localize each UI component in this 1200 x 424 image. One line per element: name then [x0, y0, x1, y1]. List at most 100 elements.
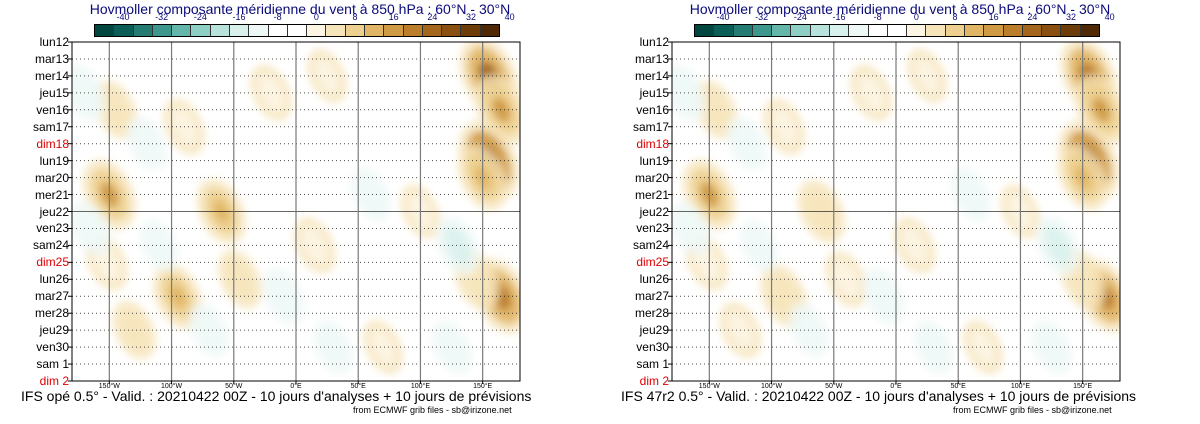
longitude-tick-label: 50°W — [225, 383, 243, 390]
colorbar-swatch — [402, 25, 422, 36]
date-tick-label: sam17 — [632, 119, 669, 134]
colorbar-swatch — [383, 25, 403, 36]
date-tick-label: sam 1 — [636, 357, 669, 372]
field-blob-core — [492, 97, 511, 123]
field-blob — [321, 329, 346, 365]
field-blob — [858, 74, 884, 112]
colorbar-tick-label: -24 — [793, 12, 807, 22]
hovmoller-panel-left: Hovmoller composante méridienne du vent … — [21, 1, 532, 415]
colorbar-tick-label: 0 — [913, 12, 919, 22]
date-tick-label: sam17 — [32, 119, 69, 134]
colorbar-tick-label: 40 — [1104, 12, 1115, 22]
chart-caption: IFS opé 0.5° - Valid. : 20210422 00Z - 1… — [21, 388, 532, 404]
colorbar-swatch — [132, 25, 152, 36]
colorbar-swatch — [751, 25, 772, 36]
date-tick-label: ven16 — [636, 102, 669, 117]
field-blob — [870, 277, 897, 315]
colorbar-tick-label: 32 — [1065, 12, 1077, 22]
field-blob — [120, 310, 148, 350]
date-tick-label: jeu29 — [39, 323, 69, 338]
longitude-tick-label: 150°W — [698, 383, 720, 390]
field-blob — [315, 58, 339, 94]
longitude-tick-label: 50°E — [350, 383, 366, 390]
colorbar-swatch — [713, 25, 733, 36]
colorbar-swatch — [344, 25, 364, 36]
colorbar-swatch — [190, 25, 210, 36]
colorbar-tick-label: 32 — [465, 12, 477, 22]
colorbar-swatch — [695, 25, 714, 36]
colorbar-swatch — [906, 25, 926, 36]
date-tick-label: mar20 — [34, 170, 69, 185]
field-blob — [1044, 225, 1072, 266]
longitude-tick-label: 50°E — [950, 383, 966, 390]
colorbar-swatch — [95, 25, 114, 36]
colorbar-swatch — [421, 25, 442, 36]
chart-credit: from ECMWF grib files - sb@irizone.net — [953, 405, 1112, 415]
colorbar-swatch — [790, 25, 810, 36]
date-tick-label: mer14 — [634, 68, 669, 83]
colorbar-swatch — [267, 25, 287, 36]
date-tick-label: jeu22 — [639, 204, 669, 219]
hovmoller-plot — [668, 41, 1121, 384]
colorbar-tick-label: 40 — [504, 12, 515, 22]
colorbar-tick-label: 16 — [388, 12, 399, 22]
longitude-tick-label: 100°W — [761, 383, 783, 390]
colorbar-tick-label: -32 — [755, 12, 769, 22]
field-blob — [301, 226, 328, 265]
colorbar-swatch — [286, 25, 307, 36]
field-blob — [134, 126, 159, 162]
date-tick-label: ven30 — [636, 340, 669, 355]
field-blob — [734, 126, 759, 162]
date-tick-label: jeu15 — [39, 85, 69, 100]
longitude-tick-label: 0°E — [890, 383, 902, 390]
date-tick-label: dim 2 — [39, 374, 69, 388]
colorbar-tick-label: 16 — [988, 12, 999, 22]
colorbar-swatch — [809, 25, 829, 36]
colorbar-swatch — [1002, 25, 1022, 36]
colorbar-swatch — [1079, 25, 1099, 36]
colorbar-swatch — [479, 25, 499, 36]
date-tick-label: mar27 — [634, 289, 669, 304]
colorbar-swatch — [1060, 25, 1080, 36]
colorbar-swatch — [732, 25, 752, 36]
colorbar-swatch — [944, 25, 964, 36]
longitude-tick-label: 0°E — [290, 383, 302, 390]
field-blob — [915, 58, 939, 94]
colorbar-swatch — [113, 25, 133, 36]
colorbar-tick-label: -32 — [155, 12, 169, 22]
field-blob — [971, 329, 995, 365]
date-tick-label: mer28 — [634, 306, 669, 321]
date-tick-label: dim25 — [636, 255, 669, 270]
colorbar-swatch — [886, 25, 907, 36]
colorbar-tick-label: 0 — [313, 12, 319, 22]
colorbar-tick-label: 24 — [1027, 12, 1038, 22]
date-tick-label: lun26 — [39, 272, 69, 287]
colorbar-tick-label: -40 — [116, 12, 130, 22]
colorbar-swatch — [828, 25, 849, 36]
longitude-tick-label: 100°W — [161, 383, 183, 390]
longitude-tick-label: 150°W — [98, 383, 120, 390]
chart-title: Hovmoller composante méridienne du vent … — [689, 1, 1111, 17]
date-tick-label: mer14 — [34, 68, 69, 83]
date-tick-label: ven16 — [36, 102, 69, 117]
date-tick-label: sam24 — [632, 238, 669, 253]
colorbar-tick-label: -8 — [273, 12, 282, 22]
colorbar-swatch — [460, 25, 480, 36]
longitude-tick-label: 100°E — [1010, 383, 1031, 390]
date-tick-label: mer21 — [634, 187, 669, 202]
colorbar-swatch — [1021, 25, 1042, 36]
date-tick-label: mar20 — [634, 170, 669, 185]
colorbar — [94, 24, 500, 37]
date-tick-label: jeu29 — [639, 323, 669, 338]
colorbar-swatch — [363, 25, 384, 36]
longitude-tick-label: 150°E — [473, 383, 493, 390]
field-blob-core — [169, 284, 187, 308]
field-blob — [101, 89, 130, 130]
date-tick-label: lun26 — [639, 272, 669, 287]
date-tick-label: ven23 — [36, 221, 69, 236]
field-blob — [439, 329, 464, 365]
longitude-tick-label: 150°E — [1073, 383, 1093, 390]
longitude-tick-label: 100°E — [410, 383, 431, 390]
date-tick-label: ven23 — [636, 221, 669, 236]
field-blob — [78, 210, 103, 246]
